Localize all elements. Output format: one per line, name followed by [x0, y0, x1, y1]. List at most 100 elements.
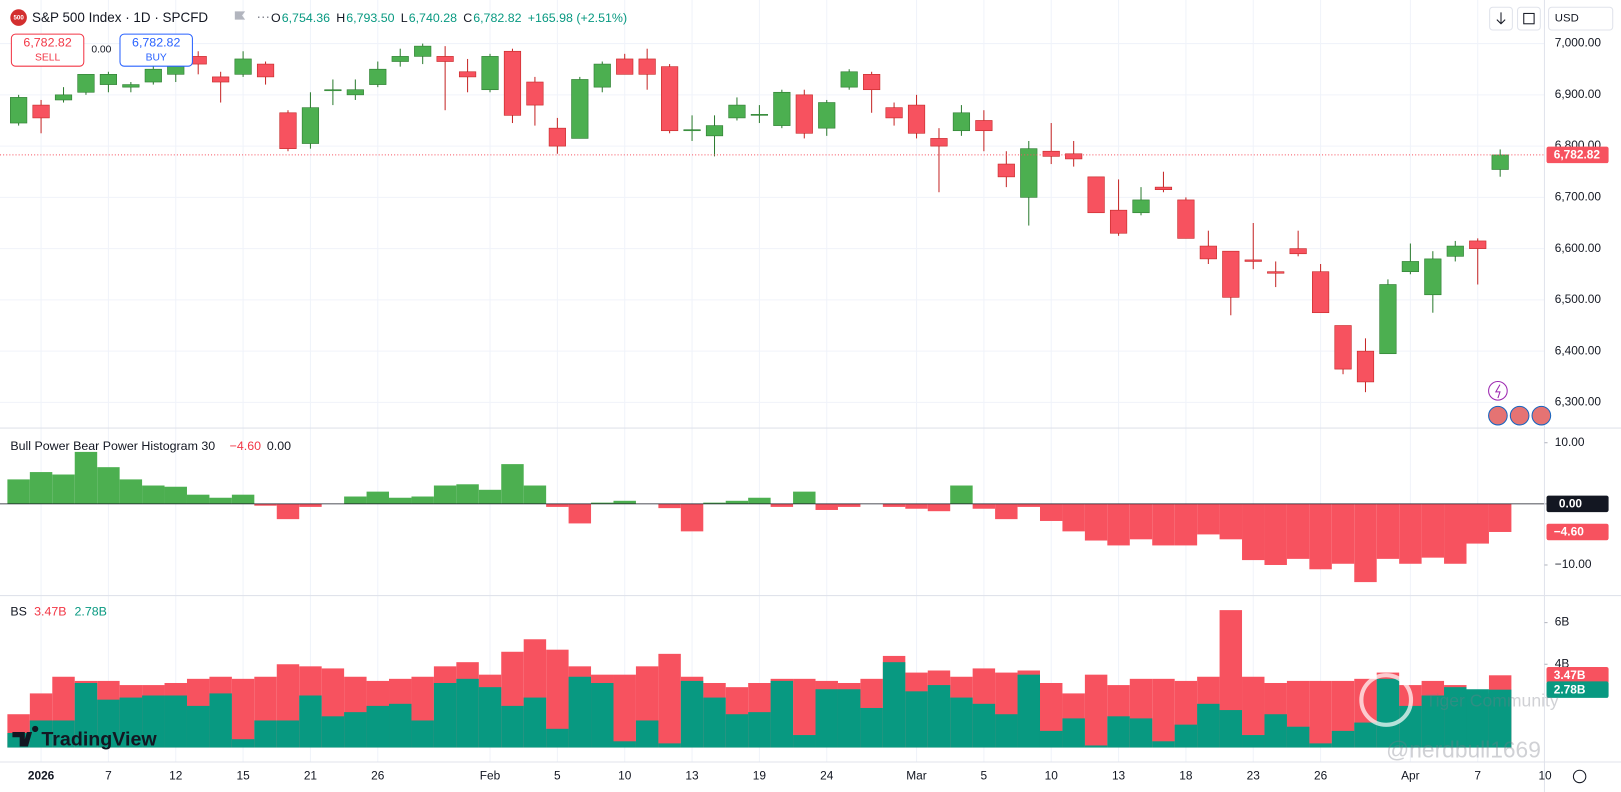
event-icon[interactable]	[1509, 405, 1530, 426]
histogram-bar	[680, 503, 704, 532]
volume-bar	[613, 674, 636, 748]
volume-bar	[995, 714, 1018, 748]
volume-bar	[635, 720, 659, 748]
candle-body	[661, 66, 679, 132]
volume-bar	[882, 662, 906, 748]
candle-body	[930, 138, 948, 147]
histogram-bar	[1062, 503, 1085, 532]
flag-icon[interactable]	[234, 11, 246, 20]
candle-body	[728, 104, 746, 119]
histogram-bar	[950, 485, 973, 504]
candle-body	[122, 84, 140, 88]
candle-body	[414, 45, 432, 57]
indicator-value: −4.60	[230, 439, 261, 453]
price-change: +165.98 (+2.51%)	[528, 11, 627, 25]
histogram-bar	[456, 484, 479, 504]
x-tick-label: 26	[1314, 769, 1328, 783]
volume-bar	[1084, 745, 1108, 748]
x-tick-label: 12	[169, 769, 182, 783]
volume-bar	[793, 735, 816, 748]
histogram-bar	[1286, 503, 1310, 559]
candle-body	[1087, 176, 1105, 214]
candle-body	[256, 63, 275, 78]
tradingview-logo: TradingView	[12, 725, 157, 750]
volume-bar	[231, 739, 255, 748]
buy-button[interactable]	[119, 33, 193, 67]
volume-bar	[389, 703, 412, 748]
volume-bar	[770, 680, 794, 748]
candle-body	[1289, 248, 1307, 255]
event-icon[interactable]	[1488, 381, 1508, 401]
candle-body	[1132, 199, 1150, 214]
volume-bar	[254, 720, 277, 748]
watermark-text: Tiger Community	[1425, 691, 1558, 711]
volume-bar	[411, 720, 434, 748]
currency-selector[interactable]	[1548, 6, 1614, 31]
volume-bar	[1039, 730, 1063, 748]
price-tag	[1546, 146, 1609, 164]
volume-bar	[231, 678, 255, 748]
volume-bar	[1107, 716, 1130, 748]
volume-bar	[1242, 735, 1265, 748]
histogram-bar	[411, 496, 434, 504]
symbol-title[interactable]: S&P 500 Index · 1D · SPCFD	[32, 10, 208, 25]
sell-button[interactable]	[10, 33, 85, 67]
histogram-bar	[29, 472, 53, 504]
volume-bar	[97, 699, 120, 748]
volume-bar	[321, 716, 345, 748]
candle-body	[840, 71, 858, 88]
volume-bar	[658, 653, 681, 748]
volume-bar	[1017, 674, 1040, 748]
volume-bar	[680, 680, 704, 748]
y-tick-label: 6,900.00	[1555, 87, 1602, 101]
x-tick-label: 13	[1112, 769, 1126, 783]
x-tick-label: 10	[1045, 769, 1059, 783]
histogram-bar	[1039, 503, 1063, 521]
event-icon[interactable]	[1531, 405, 1552, 426]
settings-icon[interactable]	[1572, 769, 1587, 784]
candle-body	[795, 94, 813, 134]
event-icon[interactable]	[1488, 405, 1508, 426]
volume-bar	[815, 689, 838, 748]
price-tag-label: 2.78B	[1554, 682, 1586, 696]
y-tick-label: 6,500.00	[1555, 292, 1602, 306]
candle-body	[593, 63, 611, 88]
y-tick-label: 6,600.00	[1555, 241, 1602, 255]
histogram-bar	[770, 503, 794, 507]
y-tick-label: 6,300.00	[1555, 395, 1602, 409]
volume-bar	[74, 682, 98, 748]
candle-body	[212, 76, 230, 83]
x-tick-label: 7	[1474, 769, 1481, 783]
volume-bar	[276, 720, 300, 748]
histogram-bar	[344, 496, 367, 504]
volume-bar	[433, 682, 457, 748]
symbol-badge[interactable]	[10, 9, 27, 26]
candle-body	[705, 125, 724, 137]
volume-bar	[950, 697, 973, 748]
histogram-bar	[882, 503, 906, 507]
candle-body	[975, 120, 993, 132]
x-tick-label: 10	[618, 769, 632, 783]
fullscreen-button[interactable]	[1517, 6, 1541, 31]
logo-text: TradingView	[41, 728, 157, 750]
volume-bar	[725, 714, 749, 748]
volume-bar	[1129, 718, 1153, 748]
volume-bar	[546, 728, 569, 748]
ohlc-key: L	[401, 11, 408, 25]
volume-bar	[1242, 676, 1265, 748]
histogram-bar	[366, 491, 390, 504]
volume-bar	[927, 685, 951, 748]
candle-body	[1356, 350, 1375, 383]
histogram-bar	[613, 500, 636, 504]
axis-layer: 6,300.00 6,400.00 6,500.00 6,600.00 6,700.00…	[28, 36, 1609, 783]
x-tick-label: 24	[820, 769, 834, 783]
y-tick-label: 6,700.00	[1555, 190, 1602, 204]
histogram-bar	[1399, 503, 1422, 564]
more-icon[interactable]: ···	[257, 9, 270, 24]
ohlc-key: H	[336, 11, 345, 25]
histogram-bar	[748, 497, 771, 504]
top-right-toolbar: USD	[1489, 6, 1614, 31]
volume-bar	[613, 741, 636, 748]
candle-body	[1154, 186, 1173, 190]
